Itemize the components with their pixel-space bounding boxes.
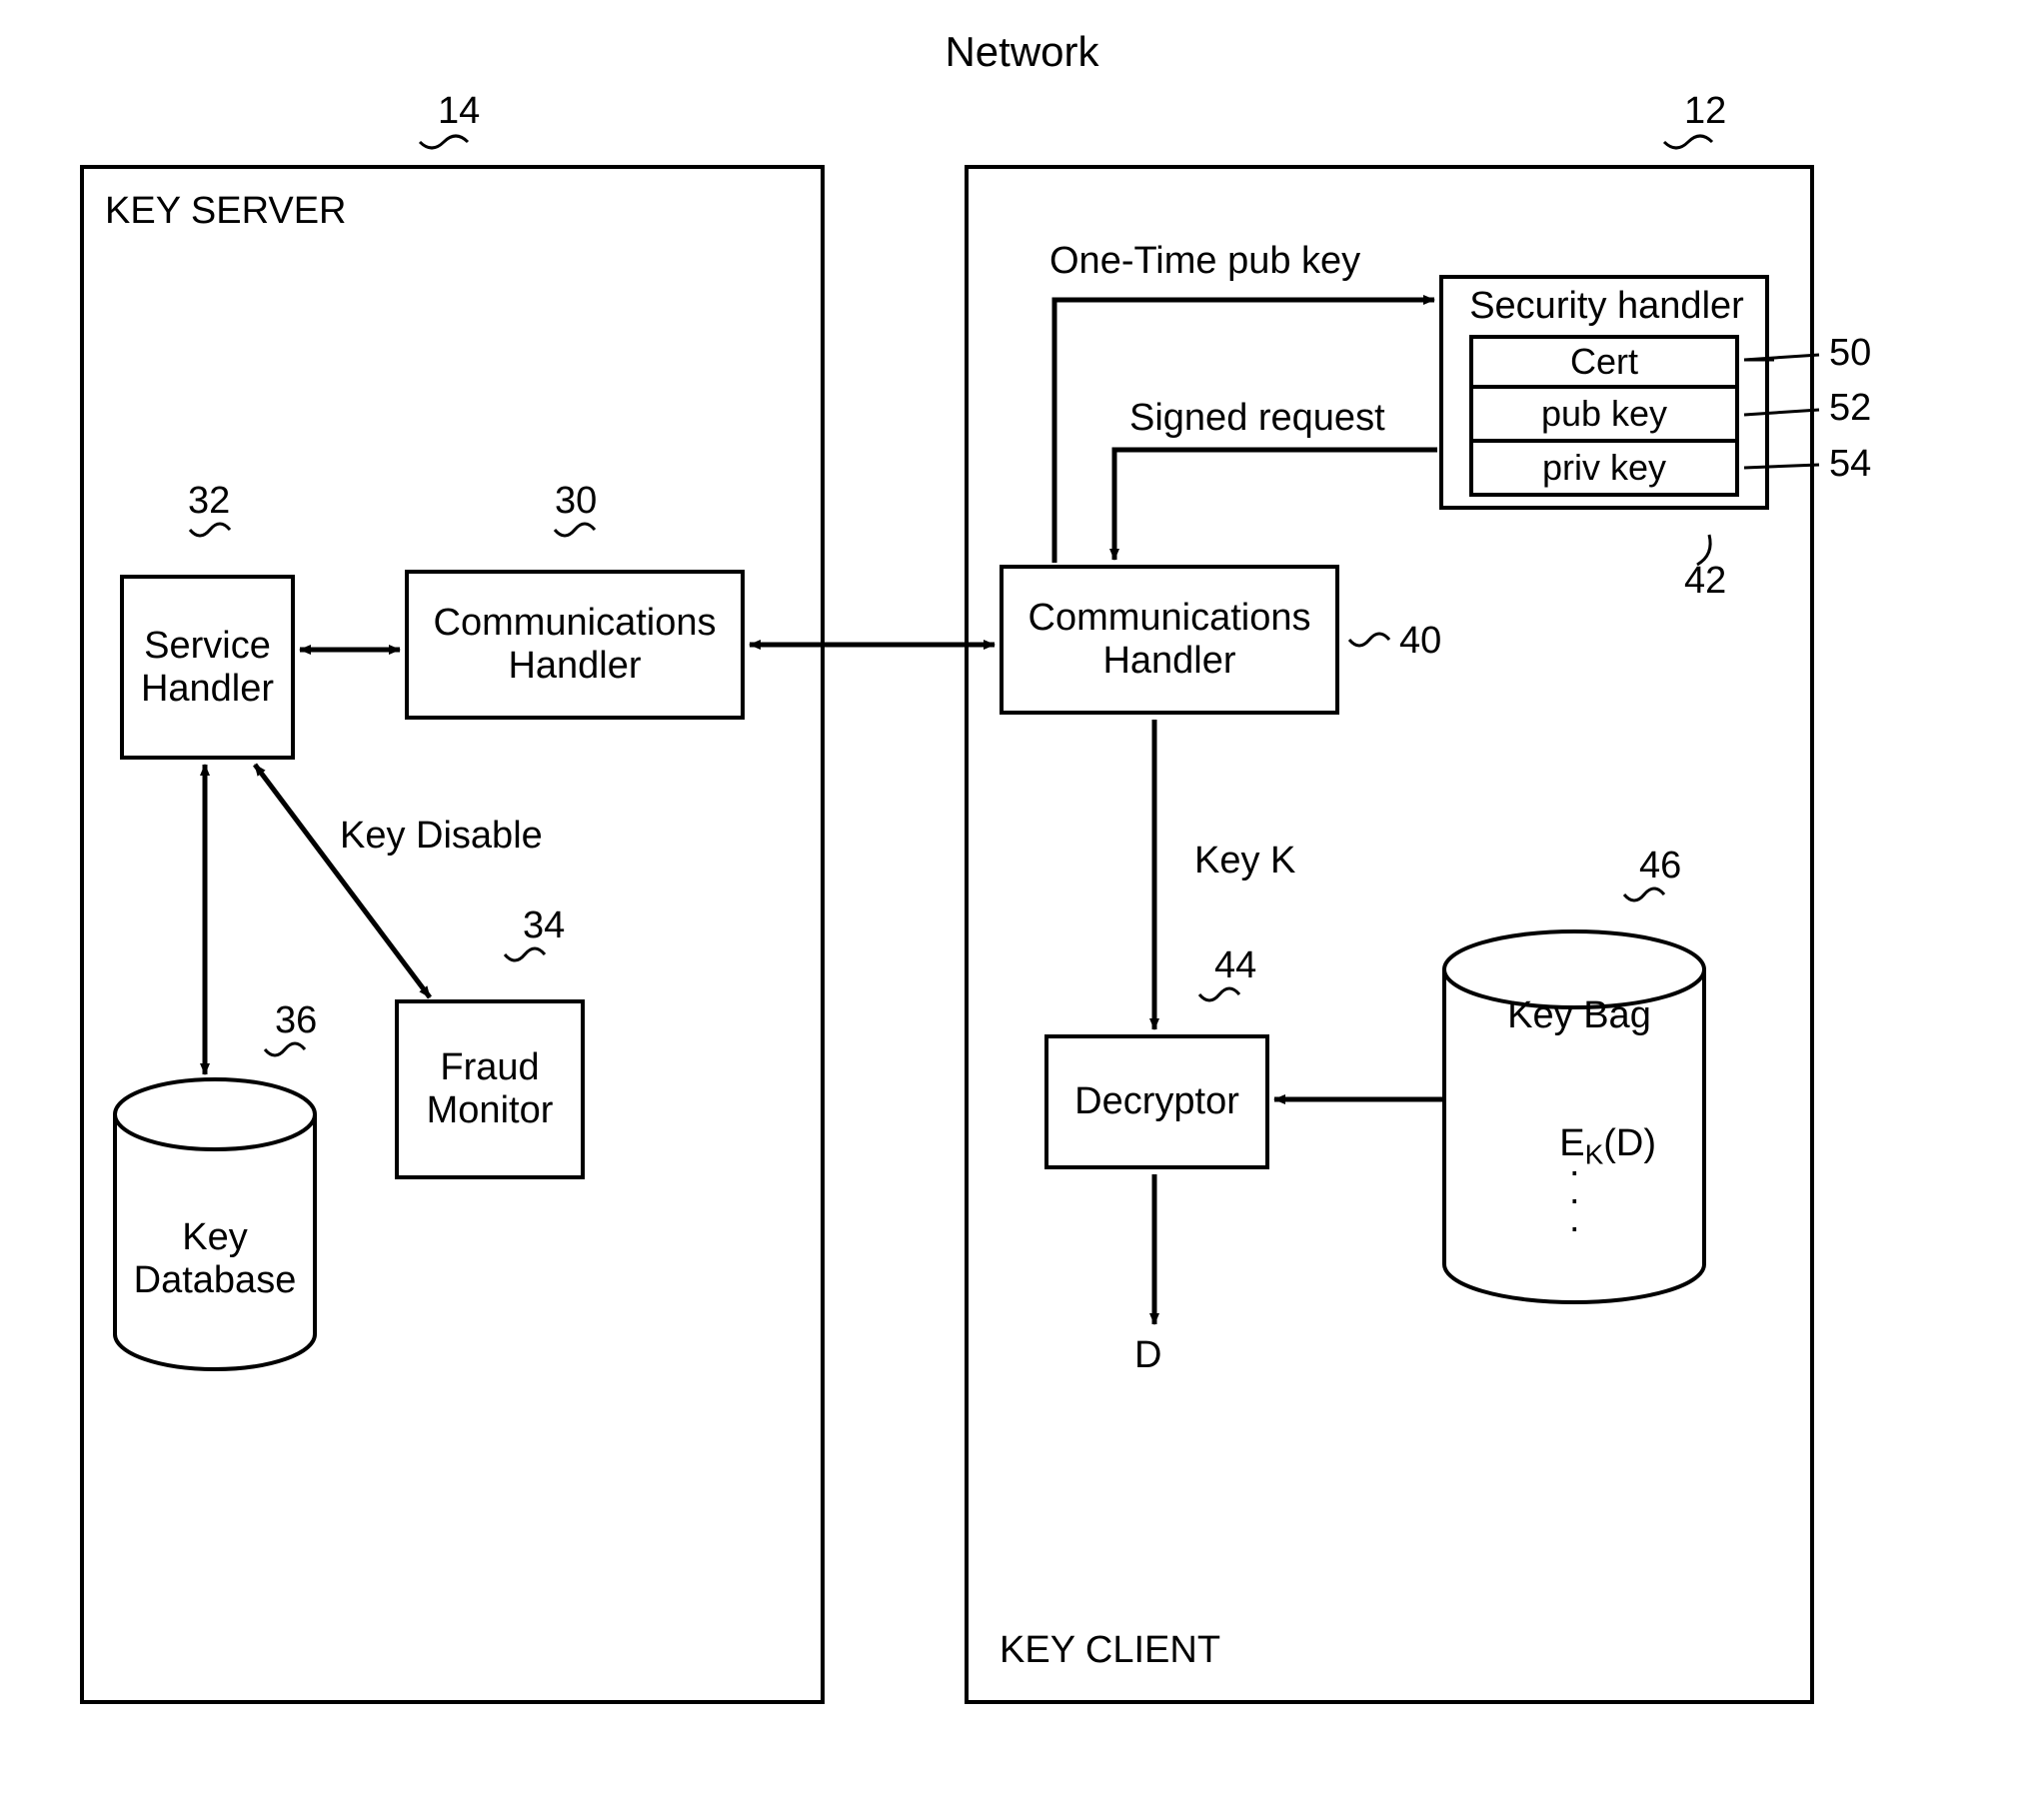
key-server-title: KEY SERVER xyxy=(105,190,347,233)
signed-request-label: Signed request xyxy=(1129,397,1385,440)
ref-40: 40 xyxy=(1399,620,1441,663)
ref-44: 44 xyxy=(1214,944,1256,987)
d-output-label: D xyxy=(1134,1334,1161,1377)
server-comm-handler-label: Communications Handler xyxy=(409,602,741,688)
key-server-box xyxy=(80,165,825,1704)
ref-46: 46 xyxy=(1639,845,1681,888)
key-bag-dots: ... xyxy=(1569,1149,1580,1233)
cert-label: Cert xyxy=(1570,341,1638,383)
client-comm-handler-label: Communications Handler xyxy=(1004,597,1335,683)
pub-key-box: pub key xyxy=(1469,389,1739,443)
ref-52: 52 xyxy=(1829,387,1871,430)
server-comm-handler-box: Communications Handler xyxy=(405,570,745,720)
priv-key-label: priv key xyxy=(1542,447,1666,489)
ref-42: 42 xyxy=(1684,560,1726,603)
ref-32: 32 xyxy=(188,480,230,523)
fraud-monitor-box: Fraud Monitor xyxy=(395,999,585,1179)
cert-box: Cert xyxy=(1469,335,1739,389)
service-handler-label: Service Handler xyxy=(124,625,291,711)
diagram-canvas: Network KEY SERVER KEY CLIENT Service Ha… xyxy=(0,0,2044,1810)
key-disable-label: Key Disable xyxy=(340,815,543,858)
decryptor-label: Decryptor xyxy=(1074,1080,1239,1123)
ekd-tail: (D) xyxy=(1603,1122,1656,1164)
lead-12 xyxy=(1664,136,1712,148)
ref-12: 12 xyxy=(1684,90,1726,133)
key-client-title: KEY CLIENT xyxy=(1000,1629,1220,1672)
fraud-monitor-label: Fraud Monitor xyxy=(399,1046,581,1132)
ekd-label: EK(D) xyxy=(1517,1079,1656,1214)
lead-14 xyxy=(420,136,468,148)
ref-30: 30 xyxy=(555,480,597,523)
pub-key-label: pub key xyxy=(1541,393,1667,435)
key-database-label: Key Database xyxy=(115,1169,315,1349)
key-k-label: Key K xyxy=(1194,840,1295,883)
ref-14: 14 xyxy=(438,90,480,133)
ekd-sub: K xyxy=(1585,1139,1604,1170)
security-handler-label: Security handler xyxy=(1459,285,1754,328)
title-network: Network xyxy=(0,28,2044,76)
ref-50: 50 xyxy=(1829,332,1871,375)
client-comm-handler-box: Communications Handler xyxy=(1000,565,1339,715)
decryptor-box: Decryptor xyxy=(1044,1034,1269,1169)
ref-54: 54 xyxy=(1829,443,1871,486)
key-bag-label: Key Bag xyxy=(1499,994,1659,1037)
priv-key-box: priv key xyxy=(1469,443,1739,497)
service-handler-box: Service Handler xyxy=(120,575,295,760)
ref-34: 34 xyxy=(523,905,565,947)
one-time-pub-key-label: One-Time pub key xyxy=(1049,240,1360,283)
ref-36: 36 xyxy=(275,999,317,1042)
